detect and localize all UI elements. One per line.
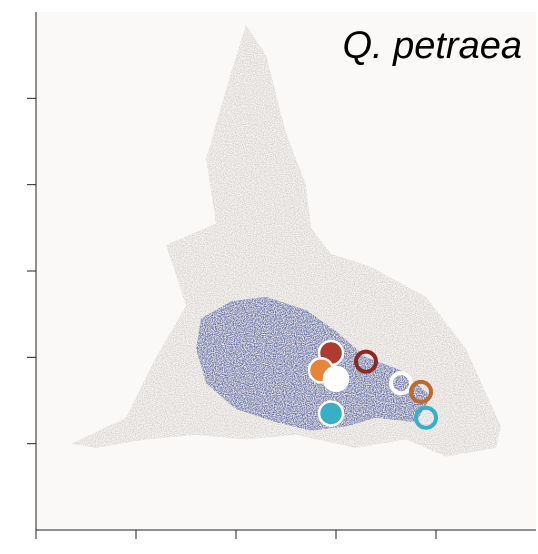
- chart-title: Q. petraea: [342, 25, 522, 67]
- point-ring-4: [354, 349, 378, 374]
- axes: [27, 12, 536, 539]
- marker-layer: [307, 339, 438, 430]
- background-density-region: [71, 24, 501, 457]
- point-ring-6: [409, 379, 433, 404]
- point-ring-7: [414, 405, 438, 430]
- point-filled-2: [322, 365, 350, 393]
- point-filled-3: [317, 400, 345, 427]
- point-ring-5: [389, 371, 413, 396]
